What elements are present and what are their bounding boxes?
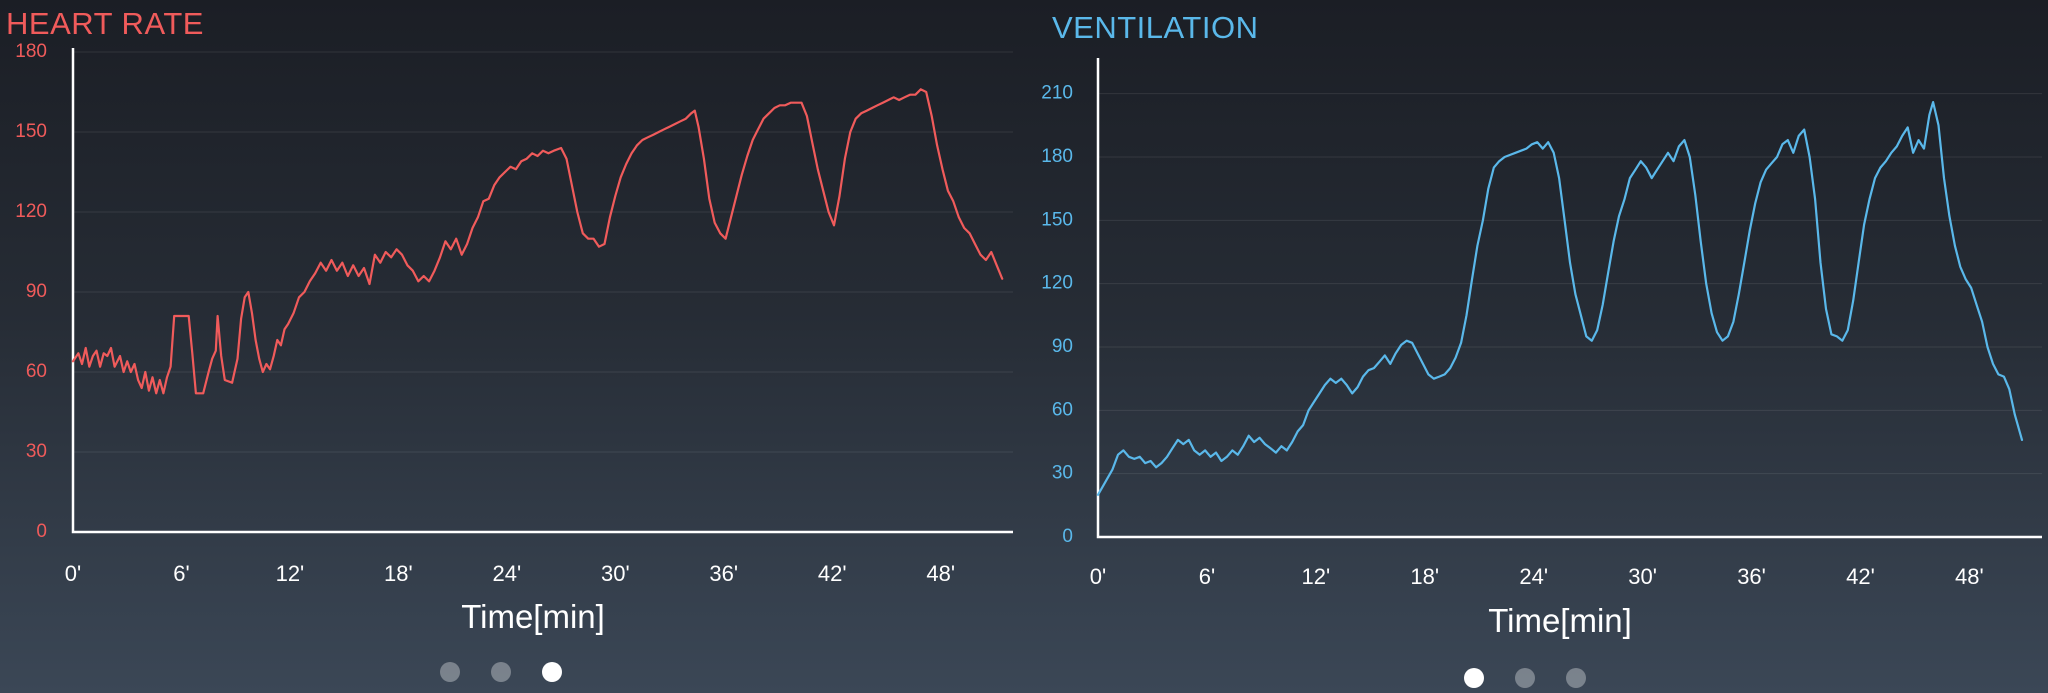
heart-rate-panel: HEART RATE 0 30 60 90 120 150 180 0' 6' 12' 18' 24'… (6, 6, 1013, 682)
y-tick-label: 150 (1041, 209, 1073, 230)
y-tick-label: 180 (1041, 146, 1073, 167)
x-tick-label: 18' (1410, 564, 1439, 589)
page-dot[interactable] (1515, 668, 1535, 688)
y-tick-label: 30 (1052, 463, 1073, 484)
y-tick-label: 90 (26, 281, 47, 302)
x-tick-label: 36' (709, 561, 738, 586)
y-tick-label: 150 (15, 121, 47, 142)
x-tick-label: 42' (818, 561, 847, 586)
x-tick-label: 24' (493, 561, 522, 586)
page-dot[interactable] (440, 662, 460, 682)
x-tick-label: 36' (1737, 564, 1766, 589)
x-tick-label: 18' (384, 561, 413, 586)
chart-title: HEART RATE (6, 6, 204, 41)
x-tick-label: 48' (1955, 564, 1984, 589)
x-tick-label: 30' (1628, 564, 1657, 589)
y-tick-label: 90 (1052, 336, 1073, 357)
chart-title: VENTILATION (1052, 10, 1259, 45)
y-tick-label: 60 (1052, 399, 1073, 420)
heart-rate-chart: 0 30 60 90 120 150 180 0' 6' 12' 18' 24' 30' 36' 42' 48… (15, 41, 1013, 635)
page-dot[interactable] (542, 662, 562, 682)
x-tick-label: 12' (1302, 564, 1331, 589)
chart-axes (71, 48, 1013, 534)
ventilation-panel: VENTILATION 0 30 60 90 120 150 180 210 0' 6' 12' 18… (1024, 0, 2048, 693)
x-tick-label: 0' (65, 561, 81, 586)
chart-axes (1096, 58, 2042, 539)
y-tick-label: 30 (26, 441, 47, 462)
x-tick-label: 48' (926, 561, 955, 586)
x-tick-label: 6' (1199, 564, 1215, 589)
page-indicator (440, 662, 562, 682)
page-dot[interactable] (491, 662, 511, 682)
y-tick-label: 0 (36, 521, 47, 542)
page-indicator (1464, 668, 1586, 688)
x-tick-label: 30' (601, 561, 630, 586)
page-dot[interactable] (1566, 668, 1586, 688)
page-dot[interactable] (1464, 668, 1484, 688)
y-tick-label: 120 (1041, 273, 1073, 294)
x-axis-label: Time[min] (1488, 602, 1632, 639)
data-series-line (1096, 101, 2024, 496)
y-tick-label: 60 (26, 361, 47, 382)
x-tick-label: 12' (276, 561, 305, 586)
x-tick-label: 24' (1519, 564, 1548, 589)
y-tick-label: 210 (1041, 83, 1073, 104)
y-tick-label: 180 (15, 41, 47, 62)
x-tick-label: 0' (1090, 564, 1106, 589)
x-tick-label: 42' (1846, 564, 1875, 589)
ventilation-chart: 0 30 60 90 120 150 180 210 0' 6' 12' 18' 24' 30' 36' 42… (1041, 58, 2042, 639)
y-tick-label: 120 (15, 201, 47, 222)
x-tick-label: 6' (173, 561, 189, 586)
x-axis-label: Time[min] (461, 598, 605, 635)
data-series-line (71, 88, 1004, 395)
y-tick-label: 0 (1062, 526, 1073, 547)
